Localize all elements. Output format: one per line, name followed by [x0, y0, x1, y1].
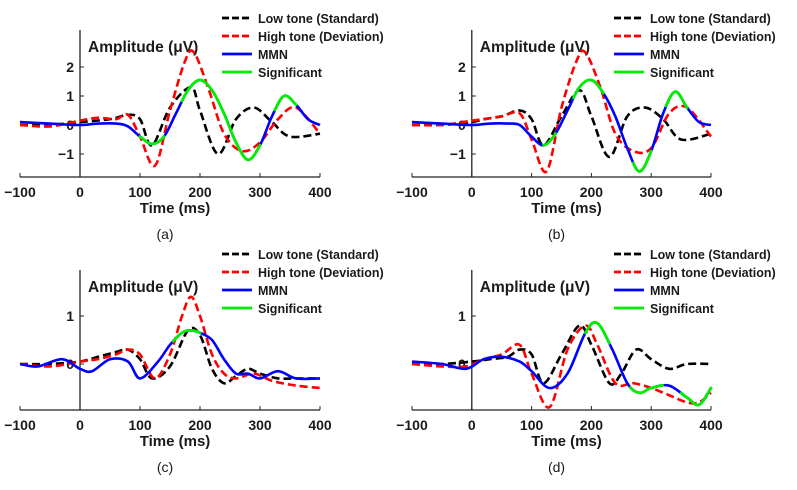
- x-tick-label: 200: [188, 184, 212, 200]
- legend-label: Significant: [258, 66, 323, 80]
- legend-label: Low tone (Standard): [258, 12, 379, 26]
- y-axis-title: Amplitude (μV): [88, 279, 198, 296]
- y-tick-label: 1: [458, 308, 466, 324]
- x-tick-label: 100: [520, 184, 544, 200]
- y-tick-label: 1: [66, 88, 74, 104]
- x-tick-label: 400: [699, 417, 723, 433]
- y-tick-label: 1: [458, 88, 466, 104]
- significant-segment: [542, 132, 557, 147]
- legend-label: High tone (Deviation): [650, 30, 776, 44]
- legend-label: Low tone (Standard): [650, 12, 771, 26]
- y-axis-title: Amplitude (μV): [480, 279, 590, 296]
- y-axis-title: Amplitude (μV): [88, 39, 198, 56]
- x-axis-title: Time (ms): [140, 200, 211, 217]
- legend-label: Low tone (Standard): [650, 248, 771, 262]
- panel-label: (d): [548, 459, 565, 475]
- x-tick-label: 400: [308, 184, 332, 200]
- y-tick-label: −1: [58, 146, 74, 162]
- legend-label: High tone (Deviation): [258, 266, 384, 280]
- series-low-tone-standard: [412, 324, 712, 386]
- significant-segment: [584, 320, 611, 345]
- y-tick-label: 2: [66, 59, 74, 75]
- x-tick-label: 0: [76, 184, 84, 200]
- series-high-tone-deviation: [412, 324, 712, 409]
- x-axis-title: Time (ms): [531, 433, 602, 450]
- legend-label: Significant: [650, 66, 715, 80]
- y-tick-label: 1: [66, 308, 74, 324]
- legend: Low tone (Standard) High tone (Deviation)…: [222, 12, 384, 80]
- legend-label: Significant: [258, 302, 323, 316]
- series-mmn: [412, 321, 713, 407]
- x-axis-title: Time (ms): [140, 433, 211, 450]
- x-tick-label: −100: [4, 417, 36, 433]
- x-tick-label: 0: [468, 184, 476, 200]
- y-tick-label: −1: [450, 146, 466, 162]
- panel-label: (b): [548, 226, 565, 242]
- significant-segment: [664, 90, 689, 109]
- legend: Low tone (Standard) High tone (Deviation)…: [614, 248, 776, 316]
- x-tick-label: 400: [308, 417, 332, 433]
- legend-label: Low tone (Standard): [258, 248, 379, 262]
- y-axis-title: Amplitude (μV): [480, 39, 590, 56]
- legend-label: High tone (Deviation): [650, 266, 776, 280]
- x-tick-label: 200: [188, 417, 212, 433]
- legend-label: MMN: [650, 48, 680, 62]
- x-tick-label: 300: [640, 184, 664, 200]
- series-low-tone-standard: [412, 88, 712, 159]
- series-low-tone-standard: [20, 86, 321, 156]
- x-tick-label: 0: [76, 417, 84, 433]
- series-high-tone-deviation: [20, 295, 321, 390]
- significant-segment: [679, 386, 713, 407]
- panel-label: (a): [156, 226, 173, 242]
- legend: Low tone (Standard) High tone (Deviation)…: [222, 248, 384, 316]
- x-tick-label: −100: [396, 417, 428, 433]
- x-tick-label: 200: [580, 184, 604, 200]
- legend-label: High tone (Deviation): [258, 30, 384, 44]
- x-tick-label: 100: [128, 184, 152, 200]
- legend-label: Significant: [650, 302, 715, 316]
- x-tick-label: −100: [396, 184, 428, 200]
- x-tick-label: 300: [248, 417, 272, 433]
- x-tick-label: 400: [699, 184, 723, 200]
- series-high-tone-deviation: [20, 49, 321, 168]
- significant-segment: [180, 78, 262, 162]
- legend-label: MMN: [650, 284, 680, 298]
- significant-segment: [572, 78, 605, 100]
- x-tick-label: 300: [640, 417, 664, 433]
- y-tick-label: 2: [458, 59, 466, 75]
- x-tick-label: −100: [4, 184, 36, 200]
- significant-segment: [629, 383, 665, 395]
- panel-d: −100 0 100 200 300 400 0 1 Amplitude (μV) Time (m…: [396, 248, 775, 475]
- significant-segment: [171, 329, 202, 343]
- significant-segment: [138, 135, 166, 146]
- x-tick-label: 100: [520, 417, 544, 433]
- legend-label: MMN: [258, 48, 288, 62]
- significant-segment: [273, 94, 298, 112]
- x-axis-title: Time (ms): [531, 200, 602, 217]
- legend: Low tone (Standard) High tone (Deviation)…: [614, 12, 776, 80]
- y-tick-label: 0: [458, 356, 466, 372]
- x-tick-label: 300: [248, 184, 272, 200]
- x-tick-label: 200: [580, 417, 604, 433]
- x-tick-label: 0: [468, 417, 476, 433]
- legend-label: MMN: [258, 284, 288, 298]
- significant-segment: [631, 149, 653, 173]
- x-tick-label: 100: [128, 417, 152, 433]
- panel-label: (c): [157, 459, 173, 475]
